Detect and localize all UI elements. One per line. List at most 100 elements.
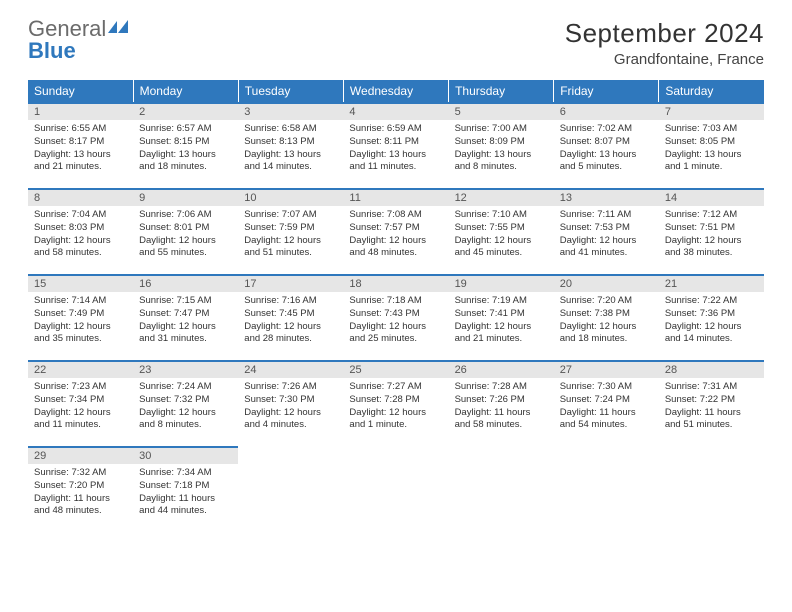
sunrise-line: Sunrise: 7:19 AM — [455, 295, 548, 308]
sunrise-line: Sunrise: 7:02 AM — [560, 123, 653, 136]
header: General Blue September 2024 Grandfontain… — [28, 18, 764, 68]
day-cell-19: 19Sunrise: 7:19 AMSunset: 7:41 PMDayligh… — [449, 274, 554, 360]
day-body: Sunrise: 7:06 AMSunset: 8:01 PMDaylight:… — [133, 206, 238, 264]
calendar-row: 8Sunrise: 7:04 AMSunset: 8:03 PMDaylight… — [28, 188, 764, 274]
day-cell-8: 8Sunrise: 7:04 AMSunset: 8:03 PMDaylight… — [28, 188, 133, 274]
sunrise-line: Sunrise: 6:59 AM — [349, 123, 442, 136]
sunset-line: Sunset: 7:26 PM — [455, 394, 548, 407]
sunrise-line: Sunrise: 7:31 AM — [665, 381, 758, 394]
day-number: 21 — [659, 274, 764, 292]
sunrise-line: Sunrise: 7:00 AM — [455, 123, 548, 136]
daylight-line: Daylight: 12 hours and 14 minutes. — [665, 321, 758, 347]
daylight-line: Daylight: 11 hours and 58 minutes. — [455, 407, 548, 433]
daylight-line: Daylight: 11 hours and 51 minutes. — [665, 407, 758, 433]
sunrise-line: Sunrise: 7:24 AM — [139, 381, 232, 394]
day-cell-6: 6Sunrise: 7:02 AMSunset: 8:07 PMDaylight… — [554, 102, 659, 188]
day-number: 9 — [133, 188, 238, 206]
day-body: Sunrise: 7:04 AMSunset: 8:03 PMDaylight:… — [28, 206, 133, 264]
day-number: 23 — [133, 360, 238, 378]
sunrise-line: Sunrise: 7:06 AM — [139, 209, 232, 222]
sunset-line: Sunset: 7:24 PM — [560, 394, 653, 407]
day-cell-28: 28Sunrise: 7:31 AMSunset: 7:22 PMDayligh… — [659, 360, 764, 446]
month-title: September 2024 — [565, 18, 764, 49]
sunset-line: Sunset: 8:15 PM — [139, 136, 232, 149]
day-number: 16 — [133, 274, 238, 292]
day-cell-24: 24Sunrise: 7:26 AMSunset: 7:30 PMDayligh… — [238, 360, 343, 446]
sunset-line: Sunset: 7:49 PM — [34, 308, 127, 321]
day-body: Sunrise: 7:14 AMSunset: 7:49 PMDaylight:… — [28, 292, 133, 350]
day-cell-3: 3Sunrise: 6:58 AMSunset: 8:13 PMDaylight… — [238, 102, 343, 188]
day-cell-16: 16Sunrise: 7:15 AMSunset: 7:47 PMDayligh… — [133, 274, 238, 360]
daylight-line: Daylight: 12 hours and 8 minutes. — [139, 407, 232, 433]
sunset-line: Sunset: 7:47 PM — [139, 308, 232, 321]
day-cell-15: 15Sunrise: 7:14 AMSunset: 7:49 PMDayligh… — [28, 274, 133, 360]
day-body: Sunrise: 7:07 AMSunset: 7:59 PMDaylight:… — [238, 206, 343, 264]
day-number: 6 — [554, 102, 659, 120]
day-cell-22: 22Sunrise: 7:23 AMSunset: 7:34 PMDayligh… — [28, 360, 133, 446]
daylight-line: Daylight: 13 hours and 11 minutes. — [349, 149, 442, 175]
sunset-line: Sunset: 7:51 PM — [665, 222, 758, 235]
day-cell-14: 14Sunrise: 7:12 AMSunset: 7:51 PMDayligh… — [659, 188, 764, 274]
sunset-line: Sunset: 7:36 PM — [665, 308, 758, 321]
day-cell-11: 11Sunrise: 7:08 AMSunset: 7:57 PMDayligh… — [343, 188, 448, 274]
day-number: 29 — [28, 446, 133, 464]
sunset-line: Sunset: 8:09 PM — [455, 136, 548, 149]
daylight-line: Daylight: 12 hours and 55 minutes. — [139, 235, 232, 261]
daylight-line: Daylight: 13 hours and 18 minutes. — [139, 149, 232, 175]
logo-icon — [108, 18, 130, 36]
day-cell-empty — [343, 446, 448, 532]
day-cell-17: 17Sunrise: 7:16 AMSunset: 7:45 PMDayligh… — [238, 274, 343, 360]
day-cell-2: 2Sunrise: 6:57 AMSunset: 8:15 PMDaylight… — [133, 102, 238, 188]
daylight-line: Daylight: 13 hours and 21 minutes. — [34, 149, 127, 175]
day-number: 4 — [343, 102, 448, 120]
sunset-line: Sunset: 7:20 PM — [34, 480, 127, 493]
day-number: 1 — [28, 102, 133, 120]
sunrise-line: Sunrise: 7:20 AM — [560, 295, 653, 308]
day-cell-5: 5Sunrise: 7:00 AMSunset: 8:09 PMDaylight… — [449, 102, 554, 188]
day-number: 19 — [449, 274, 554, 292]
sunrise-line: Sunrise: 6:58 AM — [244, 123, 337, 136]
day-number: 7 — [659, 102, 764, 120]
daylight-line: Daylight: 12 hours and 28 minutes. — [244, 321, 337, 347]
weekday-tuesday: Tuesday — [238, 80, 343, 102]
daylight-line: Daylight: 12 hours and 18 minutes. — [560, 321, 653, 347]
sunset-line: Sunset: 7:34 PM — [34, 394, 127, 407]
sunrise-line: Sunrise: 6:55 AM — [34, 123, 127, 136]
daylight-line: Daylight: 12 hours and 1 minute. — [349, 407, 442, 433]
day-cell-18: 18Sunrise: 7:18 AMSunset: 7:43 PMDayligh… — [343, 274, 448, 360]
day-body: Sunrise: 7:16 AMSunset: 7:45 PMDaylight:… — [238, 292, 343, 350]
day-body: Sunrise: 7:19 AMSunset: 7:41 PMDaylight:… — [449, 292, 554, 350]
daylight-line: Daylight: 12 hours and 45 minutes. — [455, 235, 548, 261]
sunset-line: Sunset: 8:17 PM — [34, 136, 127, 149]
sunrise-line: Sunrise: 7:34 AM — [139, 467, 232, 480]
sunset-line: Sunset: 7:59 PM — [244, 222, 337, 235]
daylight-line: Daylight: 12 hours and 41 minutes. — [560, 235, 653, 261]
logo-text: General Blue — [28, 18, 130, 62]
calendar-row: 15Sunrise: 7:14 AMSunset: 7:49 PMDayligh… — [28, 274, 764, 360]
sunrise-line: Sunrise: 7:14 AM — [34, 295, 127, 308]
title-block: September 2024 Grandfontaine, France — [565, 18, 764, 68]
day-body: Sunrise: 7:26 AMSunset: 7:30 PMDaylight:… — [238, 378, 343, 436]
sunset-line: Sunset: 7:32 PM — [139, 394, 232, 407]
location: Grandfontaine, France — [565, 51, 764, 68]
daylight-line: Daylight: 12 hours and 38 minutes. — [665, 235, 758, 261]
day-cell-9: 9Sunrise: 7:06 AMSunset: 8:01 PMDaylight… — [133, 188, 238, 274]
day-body: Sunrise: 7:00 AMSunset: 8:09 PMDaylight:… — [449, 120, 554, 178]
day-body: Sunrise: 7:03 AMSunset: 8:05 PMDaylight:… — [659, 120, 764, 178]
daylight-line: Daylight: 11 hours and 48 minutes. — [34, 493, 127, 519]
sunrise-line: Sunrise: 7:28 AM — [455, 381, 548, 394]
sunrise-line: Sunrise: 7:10 AM — [455, 209, 548, 222]
sunset-line: Sunset: 7:41 PM — [455, 308, 548, 321]
sunset-line: Sunset: 7:53 PM — [560, 222, 653, 235]
day-number: 20 — [554, 274, 659, 292]
day-number: 25 — [343, 360, 448, 378]
day-body: Sunrise: 6:55 AMSunset: 8:17 PMDaylight:… — [28, 120, 133, 178]
day-number: 27 — [554, 360, 659, 378]
day-number: 24 — [238, 360, 343, 378]
sunrise-line: Sunrise: 7:04 AM — [34, 209, 127, 222]
sunset-line: Sunset: 8:07 PM — [560, 136, 653, 149]
day-cell-1: 1Sunrise: 6:55 AMSunset: 8:17 PMDaylight… — [28, 102, 133, 188]
logo-blue: Blue — [28, 38, 76, 63]
day-body: Sunrise: 7:11 AMSunset: 7:53 PMDaylight:… — [554, 206, 659, 264]
sunrise-line: Sunrise: 7:26 AM — [244, 381, 337, 394]
